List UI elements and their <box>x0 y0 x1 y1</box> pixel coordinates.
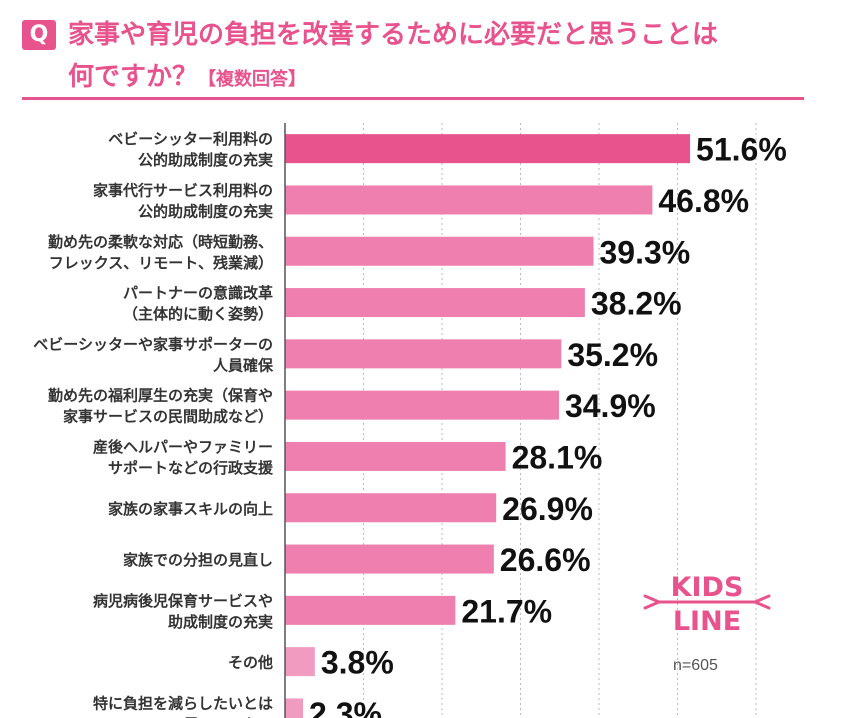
value-label: 51.6% <box>696 132 787 168</box>
category-label: ベビーシッターや家事サポーターの <box>33 335 273 353</box>
category-label: 家事代行サービス利用料の <box>93 181 273 199</box>
value-label: 28.1% <box>512 439 603 475</box>
category-label: 人員確保 <box>213 356 274 374</box>
value-label: 46.8% <box>658 183 749 219</box>
category-label: その他 <box>228 654 273 672</box>
title-note: 【複数回答】 <box>198 69 307 90</box>
title-divider <box>22 97 804 100</box>
value-label: 35.2% <box>567 337 658 373</box>
value-label: 21.7% <box>461 593 552 629</box>
bar <box>285 647 315 677</box>
bar <box>285 236 594 266</box>
category-label: フレックス、リモート、残業減） <box>49 254 273 272</box>
bar <box>285 544 494 574</box>
title-line-2: 何ですか？ <box>68 62 199 92</box>
category-label: 産後ヘルパーやファミリー <box>93 438 273 456</box>
category-label: 家族での分担の見直し <box>123 551 273 569</box>
category-label: 病児病後児保育サービスや <box>93 592 273 610</box>
category-label: サポートなどの行政支援 <box>108 459 274 477</box>
bar <box>285 390 559 420</box>
title-line-1: 家事や育児の負担を改善するために必要だと思うことは <box>68 20 719 50</box>
category-label: 勤め先の柔軟な対応（時短勤務、 <box>48 233 273 251</box>
question-title: 家事や育児の負担を改善するために必要だと思うことは 何ですか？【複数回答】 <box>68 14 828 101</box>
category-label: 思っていない <box>184 715 273 718</box>
bar <box>285 493 497 523</box>
category-label: 勤め先の福利厚生の充実（保育や <box>48 387 273 405</box>
bar <box>285 185 653 215</box>
category-label: 家事サービスの民間助成など） <box>63 408 273 426</box>
value-label: 26.6% <box>500 542 591 578</box>
value-label: 34.9% <box>565 388 656 424</box>
bar <box>285 339 562 369</box>
kidsline-logo: KIDS LINE <box>643 572 771 637</box>
value-label: 39.3% <box>600 234 691 270</box>
sample-size-label: n=605 <box>673 657 718 674</box>
bar <box>285 698 304 718</box>
category-label: 助成制度の充実 <box>168 613 273 631</box>
question-badge: Q <box>22 20 56 50</box>
value-label: 38.2% <box>591 286 682 322</box>
category-label: 家族の家事スキルの向上 <box>108 500 273 518</box>
category-label: 公的助成制度の充実 <box>138 151 273 169</box>
bar <box>285 595 456 625</box>
value-label: 2.3% <box>309 696 382 718</box>
bar <box>285 441 506 471</box>
bar <box>285 288 585 318</box>
value-label: 26.9% <box>502 491 593 527</box>
category-label: ベビーシッター利用料の <box>108 130 273 148</box>
logo-text-top: KIDS <box>671 572 744 603</box>
value-label: 3.8% <box>321 645 394 681</box>
bar <box>285 134 691 164</box>
category-label: パートナーの意識改革 <box>123 284 273 302</box>
category-label: （主体的に動く姿勢） <box>123 305 273 323</box>
category-label: 公的助成制度の充実 <box>138 202 273 220</box>
category-label: 特に負担を減らしたいとは <box>93 694 273 712</box>
logo-text-bottom: LINE <box>673 606 741 637</box>
